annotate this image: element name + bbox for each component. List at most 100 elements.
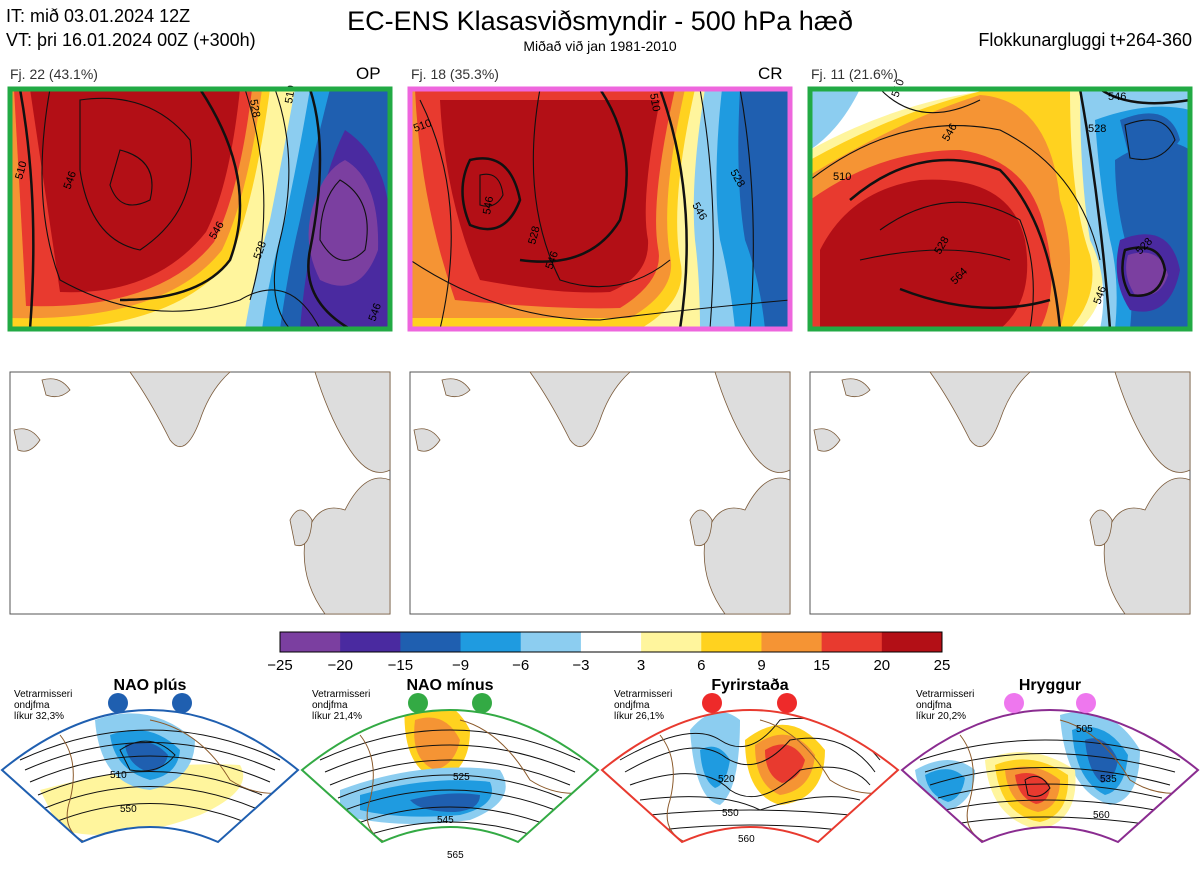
cluster-2-contour-528a: 528 [526,225,542,246]
regime-blocking: Fyrirstaða Vetrarmisseri ondjfma líkur 2… [600,677,900,845]
regime-blocking-dot [777,693,797,713]
blank-map-1 [9,371,391,615]
regime-ridge: Hryggur Vetrarmisseri ondjfma líkur 20,2… [900,677,1200,844]
colorbar-swatch [520,632,582,652]
colorbar-tick: −25 [267,657,292,674]
regime-ridge-dot [1076,693,1096,713]
cluster-1-contour-546a: 546 [62,170,80,191]
regime-ridge-contour-505: 505 [1076,724,1093,735]
cluster-3-contour-546b: 546 [1108,91,1126,103]
regime-nao-minus-contour-525: 525 [453,772,470,783]
cluster-3-contour-546c: 546 [1092,285,1110,306]
regime-blocking-dot [702,693,722,713]
cluster-2-map [410,89,790,329]
header-run-info: IT: mið 03.01.2024 12Z VT: þri 16.01.202… [6,4,256,52]
cluster-3-map [810,89,1190,329]
regime-nao-minus-contour-565: 565 [447,850,464,861]
colorbar: −25 −20 −15 −9 −6 −3 3 6 9 15 20 25 [267,631,951,674]
cluster-1-frame [7,86,393,332]
cluster-2-code: CR [758,64,783,83]
colorbar-tick: −9 [452,657,469,674]
colorbar-tick: 3 [637,657,645,674]
colorbar-tick: −15 [388,657,413,674]
cluster-3-frame [807,86,1193,332]
regime-blocking-contour-550: 550 [722,808,739,819]
regime-blocking-contour-520: 520 [718,774,735,785]
colorbar-swatch [280,632,341,652]
colorbar-swatch [881,632,943,652]
cluster-1-map [10,89,390,329]
regime-blocking-note-2: ondjfma [614,700,650,711]
regime-nao-plus-note-2: ondjfma [14,700,50,711]
colorbar-swatch [821,632,883,652]
regime-nao-plus-note-1: Vetrarmisseri [14,689,72,700]
cluster-2-contour-510a: 510 [412,117,433,135]
regime-nao-plus: NAO plús Vetrarmisseri ondjfma líkur 32,… [0,677,300,844]
colorbar-swatch [761,632,823,652]
colorbar-swatch [460,632,522,652]
regime-ridge-note-3: líkur 20,2% [916,711,966,722]
regime-blocking-note-1: Vetrarmisseri [614,689,672,700]
colorbar-tick: 9 [757,657,765,674]
regime-ridge-title: Hryggur [1019,677,1081,694]
cluster-1-code: OP [356,64,381,83]
cluster-2-contour-510b: 510 [647,92,662,112]
blank-map-3 [809,371,1191,615]
cluster-3-contour-510a: 510 [833,171,851,183]
colorbar-swatch [580,632,642,652]
regime-nao-plus-dot [108,693,128,713]
regime-ridge-note-2: ondjfma [916,700,952,711]
init-time: IT: mið 03.01.2024 12Z [6,6,191,26]
regime-blocking-title: Fyrirstaða [711,677,788,694]
regime-nao-minus-dot [408,693,428,713]
blank-map-2 [409,371,791,615]
colorbar-tick: −20 [327,657,352,674]
regime-nao-minus-note-2: ondjfma [312,700,348,711]
cluster-1-contour-510a: 510 [13,160,29,181]
regime-nao-plus-dot [172,693,192,713]
regime-nao-plus-note-3: líkur 32,3% [14,711,64,722]
regime-ridge-dot [1004,693,1024,713]
colorbar-tick: −3 [572,657,589,674]
cluster-1-label: Fj. 22 (43.1%) [10,66,98,82]
colorbar-swatch [400,632,462,652]
regime-nao-plus-frame [0,709,300,844]
colorbar-tick: 6 [697,657,705,674]
regime-nao-minus-contour-545: 545 [437,815,454,826]
classification-window: Flokkunargluggi t+264-360 [978,30,1192,50]
colorbar-swatch [641,632,702,652]
cluster-1-contour-546c: 546 [367,302,385,323]
regime-ridge-contour-560: 560 [1093,810,1110,821]
cluster-3-contour-528a: 528 [1088,123,1106,135]
regime-blocking-frame [600,709,900,844]
regime-nao-minus-title: NAO mínus [406,677,493,694]
colorbar-tick: 15 [813,657,830,674]
regime-nao-minus-note-1: Vetrarmisseri [312,689,370,700]
colorbar-swatch [701,632,762,652]
regime-nao-plus-contour-550: 550 [120,804,137,815]
regime-nao-minus: NAO mínus Vetrarmisseri ondjfma líkur 21… [300,677,600,861]
regime-nao-minus-note-3: líkur 21,4% [312,711,362,722]
cluster-2-label: Fj. 18 (35.3%) [411,66,499,82]
colorbar-tick: −6 [512,657,529,674]
regime-ridge-frame [900,709,1200,844]
cluster-2-contour-546b: 546 [544,250,562,271]
colorbar-tick: 20 [873,657,890,674]
page-subtitle: Miðað við jan 1981-2010 [523,38,677,54]
cluster-3-label: Fj. 11 (21.6%) [811,66,898,82]
regime-nao-minus-frame [300,709,600,844]
colorbar-swatch [340,632,401,652]
cluster-1-contour-528a: 528 [247,98,262,118]
colorbar-outline [279,631,943,653]
cluster-2-contour-546a: 546 [481,195,496,215]
regime-ridge-note-1: Vetrarmisseri [916,689,974,700]
cluster-1-contour-528b: 528 [252,240,270,261]
colorbar-tick: 25 [934,657,951,674]
regime-nao-plus-contour-510: 510 [110,770,127,781]
valid-time: VT: þri 16.01.2024 00Z (+300h) [6,30,256,50]
regime-ridge-contour-535: 535 [1100,774,1117,785]
cluster-2-frame [407,86,793,332]
regime-nao-plus-title: NAO plús [114,677,187,694]
regime-nao-minus-dot [472,693,492,713]
